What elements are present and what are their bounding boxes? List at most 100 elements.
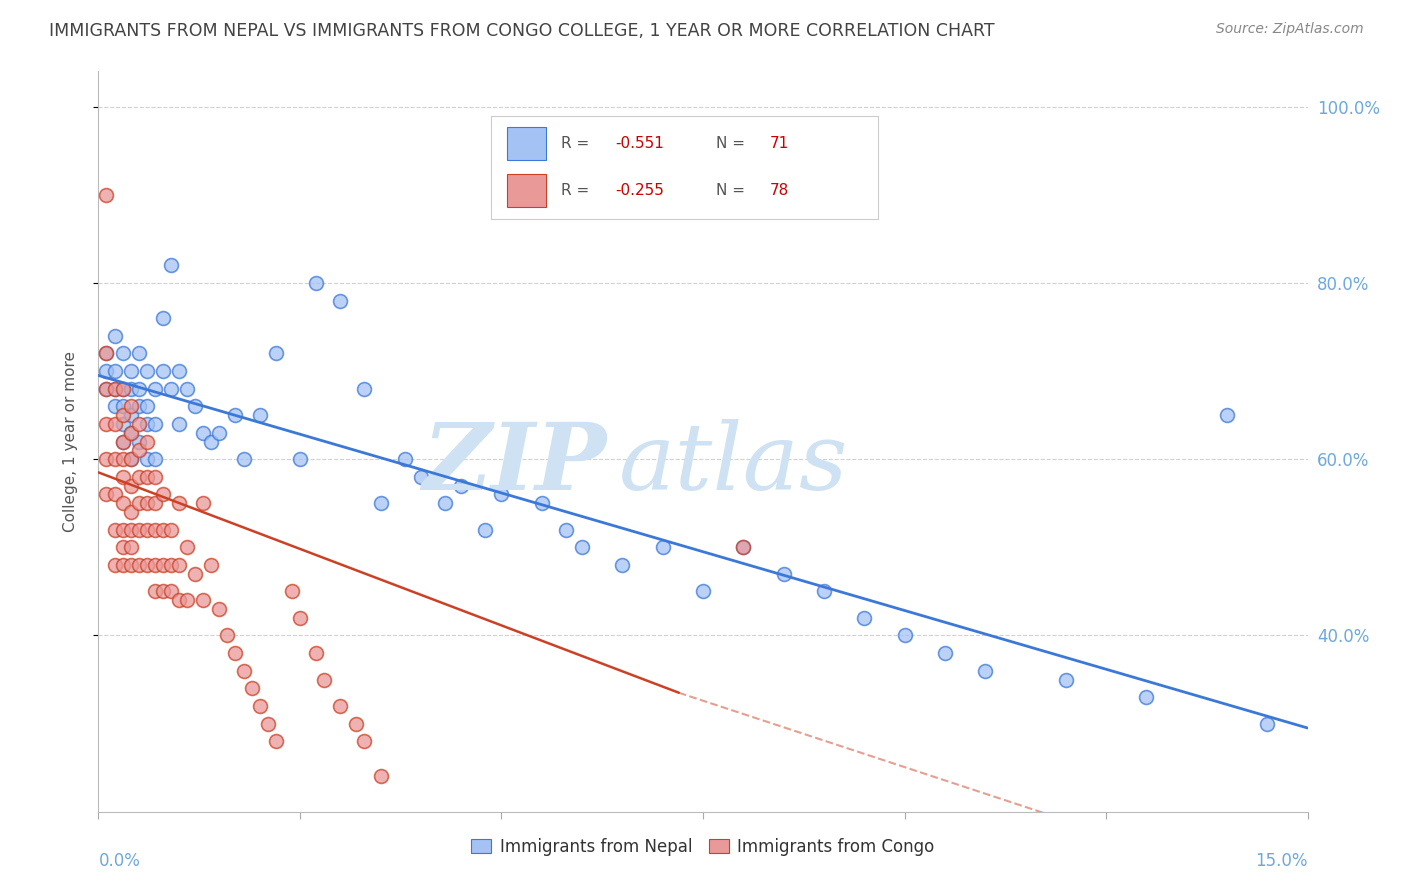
Point (176, 593, 198, 607)
Point (281, 584, 304, 599)
Y-axis label: College, 1 year or more: College, 1 year or more (63, 351, 77, 532)
Point (409, 470, 432, 484)
Point (96, 346, 118, 360)
Point (353, 734, 375, 748)
Point (167, 417, 190, 431)
Point (1135, 690, 1157, 705)
Text: 0.0%: 0.0% (98, 853, 141, 871)
Point (555, 523, 578, 537)
Point (143, 417, 166, 431)
Point (344, 716, 367, 731)
Point (103, 417, 125, 431)
Point (232, 452, 254, 467)
Point (128, 346, 150, 360)
Point (96, 187, 118, 202)
Point (193, 593, 215, 607)
Point (733, 541, 755, 555)
Legend: Immigrants from Nepal, Immigrants from Congo: Immigrants from Nepal, Immigrants from C… (465, 831, 941, 863)
Point (111, 452, 134, 467)
Point (434, 496, 457, 510)
Point (128, 496, 150, 510)
Point (143, 496, 166, 510)
Point (208, 425, 231, 440)
Point (184, 566, 207, 581)
Point (143, 382, 166, 396)
Point (120, 541, 142, 555)
Point (111, 434, 134, 449)
Point (167, 558, 190, 572)
Point (530, 496, 553, 510)
Point (370, 769, 392, 783)
Point (96, 487, 118, 501)
Point (288, 452, 311, 467)
Point (612, 558, 634, 572)
Point (450, 478, 472, 492)
Point (394, 452, 416, 467)
Point (111, 434, 134, 449)
Point (370, 496, 392, 510)
Point (167, 496, 190, 510)
Point (135, 470, 157, 484)
Point (160, 523, 183, 537)
Point (120, 558, 142, 572)
Point (224, 646, 246, 660)
Point (329, 293, 352, 308)
Point (152, 523, 174, 537)
Point (135, 496, 157, 510)
Point (111, 382, 134, 396)
Point (1054, 673, 1077, 687)
Point (111, 417, 134, 431)
Point (167, 364, 190, 378)
Point (120, 452, 142, 467)
Point (103, 487, 125, 501)
Point (103, 382, 125, 396)
Point (152, 311, 174, 326)
Point (571, 541, 593, 555)
Point (135, 364, 157, 378)
Point (103, 452, 125, 467)
Text: Source: ZipAtlas.com: Source: ZipAtlas.com (1216, 22, 1364, 37)
Point (120, 523, 142, 537)
Point (111, 470, 134, 484)
Point (208, 602, 231, 616)
Point (103, 364, 125, 378)
Point (353, 382, 375, 396)
Point (160, 258, 183, 272)
Point (232, 664, 254, 678)
Point (103, 399, 125, 413)
Point (128, 558, 150, 572)
Point (111, 399, 134, 413)
Point (893, 628, 915, 642)
Point (143, 558, 166, 572)
Point (120, 364, 142, 378)
Point (256, 716, 278, 731)
Point (152, 584, 174, 599)
Point (491, 487, 513, 501)
Point (120, 399, 142, 413)
Point (176, 382, 198, 396)
Point (160, 584, 183, 599)
Point (120, 425, 142, 440)
Point (264, 346, 287, 360)
Point (120, 505, 142, 519)
Point (176, 541, 198, 555)
Point (103, 523, 125, 537)
Point (96, 382, 118, 396)
Point (135, 399, 157, 413)
Point (200, 434, 222, 449)
Text: IMMIGRANTS FROM NEPAL VS IMMIGRANTS FROM CONGO COLLEGE, 1 YEAR OR MORE CORRELATI: IMMIGRANTS FROM NEPAL VS IMMIGRANTS FROM… (49, 22, 995, 40)
Point (111, 382, 134, 396)
Text: 15.0%: 15.0% (1256, 853, 1308, 871)
Point (974, 664, 997, 678)
Point (160, 382, 183, 396)
Point (96, 346, 118, 360)
Point (934, 646, 956, 660)
Point (305, 276, 328, 290)
Point (111, 558, 134, 572)
Point (111, 408, 134, 422)
Point (103, 382, 125, 396)
Point (135, 523, 157, 537)
Point (120, 425, 142, 440)
Point (167, 593, 190, 607)
Point (240, 681, 263, 696)
